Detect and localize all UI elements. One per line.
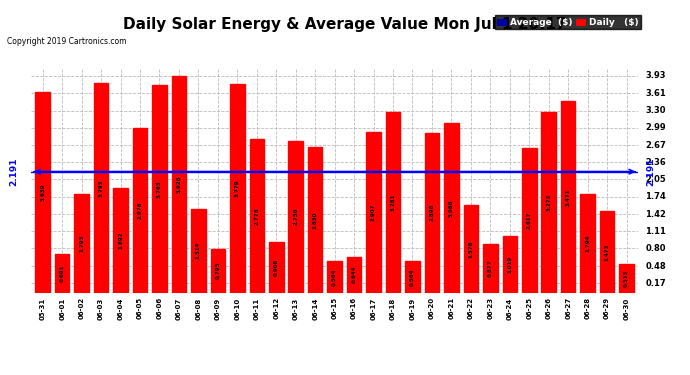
- Text: 3.93: 3.93: [645, 71, 666, 80]
- Bar: [250, 140, 264, 292]
- Text: 2.617: 2.617: [526, 211, 532, 229]
- Bar: [132, 128, 148, 292]
- Text: 2.976: 2.976: [137, 202, 143, 219]
- Text: 2.191: 2.191: [646, 158, 656, 186]
- Text: 0.644: 0.644: [352, 266, 357, 284]
- Bar: [152, 85, 167, 292]
- Bar: [55, 254, 70, 292]
- Legend: Average  ($), Daily   ($): Average ($), Daily ($): [495, 15, 641, 29]
- Text: 3.639: 3.639: [40, 183, 46, 201]
- Text: 2.776: 2.776: [255, 207, 259, 225]
- Bar: [620, 264, 634, 292]
- Text: 1.11: 1.11: [645, 227, 666, 236]
- Text: 1.473: 1.473: [604, 243, 609, 261]
- Text: 1.578: 1.578: [469, 240, 473, 258]
- Bar: [35, 92, 50, 292]
- Bar: [386, 112, 400, 292]
- Text: 1.892: 1.892: [118, 232, 123, 249]
- Bar: [210, 249, 225, 292]
- Text: 1.794: 1.794: [585, 234, 590, 252]
- Bar: [230, 84, 245, 292]
- Bar: [405, 261, 420, 292]
- Bar: [444, 123, 459, 292]
- Bar: [308, 147, 322, 292]
- Text: 1.42: 1.42: [645, 210, 666, 219]
- Bar: [366, 132, 381, 292]
- Bar: [191, 209, 206, 292]
- Bar: [502, 236, 517, 292]
- Text: 1.793: 1.793: [79, 234, 84, 252]
- Text: 2.99: 2.99: [645, 123, 666, 132]
- Text: 3.763: 3.763: [157, 180, 162, 198]
- Bar: [94, 83, 108, 292]
- Bar: [483, 244, 497, 292]
- Text: 3.272: 3.272: [546, 194, 551, 211]
- Text: 1.019: 1.019: [507, 256, 512, 273]
- Bar: [288, 141, 303, 292]
- Text: 3.793: 3.793: [99, 179, 103, 197]
- Text: 1.514: 1.514: [196, 242, 201, 260]
- Text: 3.779: 3.779: [235, 180, 240, 197]
- Text: 3.281: 3.281: [391, 194, 395, 211]
- Text: 0.48: 0.48: [645, 261, 666, 270]
- Text: 0.908: 0.908: [274, 259, 279, 276]
- Bar: [522, 148, 537, 292]
- Text: 2.05: 2.05: [645, 175, 666, 184]
- Text: Copyright 2019 Cartronics.com: Copyright 2019 Cartronics.com: [7, 38, 126, 46]
- Text: 3.471: 3.471: [566, 188, 571, 206]
- Bar: [561, 101, 575, 292]
- Text: 0.513: 0.513: [624, 270, 629, 287]
- Text: 0.80: 0.80: [645, 244, 666, 253]
- Text: 2.898: 2.898: [429, 204, 435, 221]
- Text: 2.36: 2.36: [645, 158, 666, 167]
- Text: 2.630: 2.630: [313, 211, 317, 229]
- Text: 3.61: 3.61: [645, 89, 666, 98]
- Bar: [600, 211, 614, 292]
- Text: 3.926: 3.926: [177, 176, 181, 193]
- Text: 2.67: 2.67: [645, 141, 666, 150]
- Text: 3.30: 3.30: [645, 106, 666, 115]
- Text: 0.877: 0.877: [488, 260, 493, 277]
- Text: Daily Solar Energy & Average Value Mon Jul 1 20:17: Daily Solar Energy & Average Value Mon J…: [124, 17, 566, 32]
- Bar: [347, 257, 362, 292]
- Text: 0.17: 0.17: [645, 279, 666, 288]
- Bar: [269, 242, 284, 292]
- Text: 0.564: 0.564: [332, 268, 337, 286]
- Bar: [327, 261, 342, 292]
- Text: 0.691: 0.691: [60, 265, 65, 282]
- Bar: [464, 206, 478, 292]
- Bar: [75, 194, 89, 292]
- Bar: [580, 194, 595, 292]
- Text: 2.907: 2.907: [371, 204, 376, 221]
- Text: 2.191: 2.191: [9, 158, 19, 186]
- Bar: [542, 112, 556, 292]
- Text: 3.068: 3.068: [449, 199, 454, 217]
- Text: 0.564: 0.564: [410, 268, 415, 286]
- Bar: [424, 133, 440, 292]
- Bar: [113, 188, 128, 292]
- Text: 0.795: 0.795: [215, 262, 220, 279]
- Text: 2.756: 2.756: [293, 208, 298, 225]
- Bar: [172, 76, 186, 292]
- Text: 1.74: 1.74: [645, 192, 666, 201]
